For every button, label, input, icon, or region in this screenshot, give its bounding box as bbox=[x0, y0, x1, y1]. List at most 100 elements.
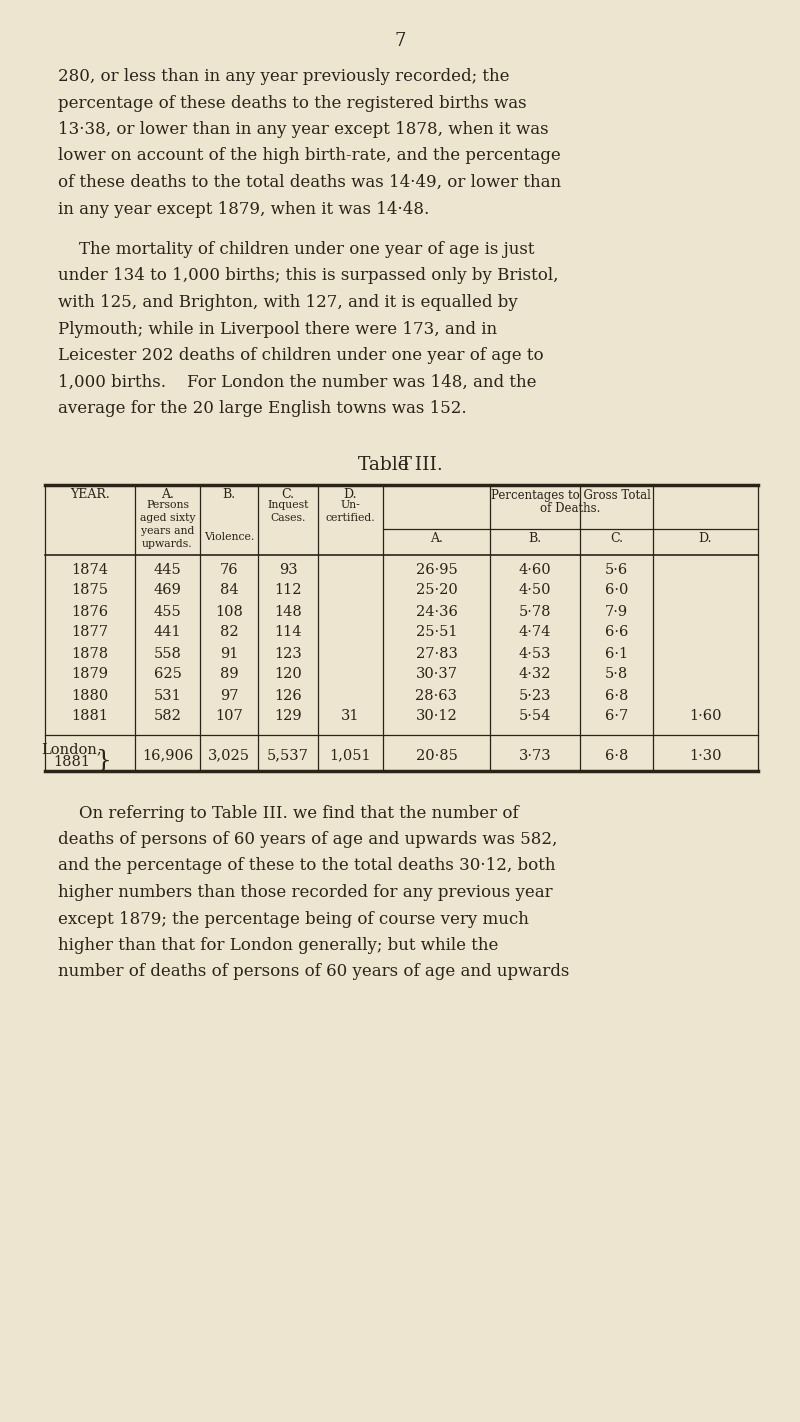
Text: under 134 to 1,000 births; this is surpassed only by Bristol,: under 134 to 1,000 births; this is surpa… bbox=[58, 267, 558, 284]
Text: 7: 7 bbox=[394, 33, 406, 50]
Text: D.: D. bbox=[344, 489, 358, 502]
Text: 1·30: 1·30 bbox=[690, 748, 722, 762]
Text: 84: 84 bbox=[220, 583, 238, 597]
Text: 469: 469 bbox=[154, 583, 182, 597]
Text: 126: 126 bbox=[274, 688, 302, 702]
Text: 4·60: 4·60 bbox=[518, 563, 551, 576]
Text: Table III.: Table III. bbox=[358, 456, 442, 475]
Text: Un-
certified.: Un- certified. bbox=[326, 501, 375, 523]
Text: 6·8: 6·8 bbox=[605, 748, 628, 762]
Text: 30·37: 30·37 bbox=[415, 667, 458, 681]
Text: }: } bbox=[96, 748, 112, 772]
Text: in any year except 1879, when it was 14·48.: in any year except 1879, when it was 14·… bbox=[58, 201, 430, 218]
Text: 1881: 1881 bbox=[71, 710, 109, 724]
Text: 20·85: 20·85 bbox=[415, 748, 458, 762]
Text: 97: 97 bbox=[220, 688, 238, 702]
Text: 25·20: 25·20 bbox=[416, 583, 458, 597]
Text: 6·6: 6·6 bbox=[605, 626, 628, 640]
Text: 107: 107 bbox=[215, 710, 243, 724]
Text: Violence.: Violence. bbox=[204, 532, 254, 542]
Text: 625: 625 bbox=[154, 667, 182, 681]
Text: 82: 82 bbox=[220, 626, 238, 640]
Text: 114: 114 bbox=[274, 626, 302, 640]
Text: Inquest
Cases.: Inquest Cases. bbox=[267, 501, 309, 523]
Text: 4·50: 4·50 bbox=[518, 583, 551, 597]
Text: 4·32: 4·32 bbox=[518, 667, 551, 681]
Text: 108: 108 bbox=[215, 604, 243, 619]
Text: 5·78: 5·78 bbox=[518, 604, 551, 619]
Text: D.: D. bbox=[698, 532, 712, 546]
Text: The mortality of children under one year of age is just: The mortality of children under one year… bbox=[58, 240, 534, 257]
Text: 445: 445 bbox=[154, 563, 182, 576]
Text: 558: 558 bbox=[154, 647, 182, 660]
Text: 13·38, or lower than in any year except 1878, when it was: 13·38, or lower than in any year except … bbox=[58, 121, 549, 138]
Text: A.: A. bbox=[430, 532, 443, 546]
Text: 7·9: 7·9 bbox=[605, 604, 628, 619]
Text: Plymouth; while in Liverpool there were 173, and in: Plymouth; while in Liverpool there were … bbox=[58, 320, 497, 337]
Text: 76: 76 bbox=[220, 563, 238, 576]
Text: 120: 120 bbox=[274, 667, 302, 681]
Text: A.: A. bbox=[161, 489, 174, 502]
Text: 1·60: 1·60 bbox=[690, 710, 722, 724]
Text: Percentages to Gross Total: Percentages to Gross Total bbox=[490, 489, 650, 502]
Text: 4·53: 4·53 bbox=[518, 647, 551, 660]
Text: of these deaths to the total deaths was 14·49, or lower than: of these deaths to the total deaths was … bbox=[58, 173, 561, 191]
Text: 1875: 1875 bbox=[71, 583, 109, 597]
Text: except 1879; the percentage being of course very much: except 1879; the percentage being of cou… bbox=[58, 910, 529, 927]
Text: 93: 93 bbox=[278, 563, 298, 576]
Text: 31: 31 bbox=[342, 710, 360, 724]
Text: C.: C. bbox=[610, 532, 623, 546]
Text: T: T bbox=[400, 456, 412, 475]
Text: Persons
aged sixty
years and
upwards.: Persons aged sixty years and upwards. bbox=[140, 501, 195, 549]
Text: 27·83: 27·83 bbox=[415, 647, 458, 660]
Text: 1874: 1874 bbox=[71, 563, 109, 576]
Text: 30·12: 30·12 bbox=[416, 710, 458, 724]
Text: 3·73: 3·73 bbox=[518, 748, 551, 762]
Text: 1879: 1879 bbox=[71, 667, 109, 681]
Text: 6·7: 6·7 bbox=[605, 710, 628, 724]
Text: On referring to Table III. we find that the number of: On referring to Table III. we find that … bbox=[58, 805, 518, 822]
Text: lower on account of the high birth-rate, and the percentage: lower on account of the high birth-rate,… bbox=[58, 148, 561, 165]
Text: 5·8: 5·8 bbox=[605, 667, 628, 681]
Text: 91: 91 bbox=[220, 647, 238, 660]
Text: 123: 123 bbox=[274, 647, 302, 660]
Text: average for the 20 large English towns was 152.: average for the 20 large English towns w… bbox=[58, 400, 466, 417]
Text: 1878: 1878 bbox=[71, 647, 109, 660]
Text: 1881: 1881 bbox=[54, 755, 90, 769]
Text: 3,025: 3,025 bbox=[208, 748, 250, 762]
Text: B.: B. bbox=[222, 489, 235, 502]
Text: 28·63: 28·63 bbox=[415, 688, 458, 702]
Text: 26·95: 26·95 bbox=[416, 563, 458, 576]
Text: 6·0: 6·0 bbox=[605, 583, 628, 597]
Text: number of deaths of persons of 60 years of age and upwards: number of deaths of persons of 60 years … bbox=[58, 964, 570, 981]
Text: deaths of persons of 60 years of age and upwards was 582,: deaths of persons of 60 years of age and… bbox=[58, 830, 558, 848]
Text: 5·23: 5·23 bbox=[518, 688, 551, 702]
Text: 148: 148 bbox=[274, 604, 302, 619]
Text: 582: 582 bbox=[154, 710, 182, 724]
Text: percentage of these deaths to the registered births was: percentage of these deaths to the regist… bbox=[58, 94, 526, 111]
Text: C.: C. bbox=[282, 489, 294, 502]
Text: 1,051: 1,051 bbox=[330, 748, 371, 762]
Text: 1876: 1876 bbox=[71, 604, 109, 619]
Text: YEAR.: YEAR. bbox=[70, 489, 110, 502]
Text: London,: London, bbox=[42, 742, 102, 757]
Text: 280, or less than in any year previously recorded; the: 280, or less than in any year previously… bbox=[58, 68, 510, 85]
Text: 89: 89 bbox=[220, 667, 238, 681]
Text: 1877: 1877 bbox=[71, 626, 109, 640]
Text: B.: B. bbox=[529, 532, 542, 546]
Text: 112: 112 bbox=[274, 583, 302, 597]
Text: 1,000 births.    For London the number was 148, and the: 1,000 births. For London the number was … bbox=[58, 374, 537, 391]
Text: 531: 531 bbox=[154, 688, 182, 702]
Text: 129: 129 bbox=[274, 710, 302, 724]
Text: higher numbers than those recorded for any previous year: higher numbers than those recorded for a… bbox=[58, 884, 553, 902]
Text: of Deaths.: of Deaths. bbox=[540, 502, 601, 516]
Text: 5·54: 5·54 bbox=[519, 710, 551, 724]
Text: 441: 441 bbox=[154, 626, 182, 640]
Text: 5,537: 5,537 bbox=[267, 748, 309, 762]
Text: and the percentage of these to the total deaths 30·12, both: and the percentage of these to the total… bbox=[58, 857, 555, 875]
Text: 6·1: 6·1 bbox=[605, 647, 628, 660]
Text: 6·8: 6·8 bbox=[605, 688, 628, 702]
Text: 455: 455 bbox=[154, 604, 182, 619]
Text: 5·6: 5·6 bbox=[605, 563, 628, 576]
Text: 24·36: 24·36 bbox=[415, 604, 458, 619]
